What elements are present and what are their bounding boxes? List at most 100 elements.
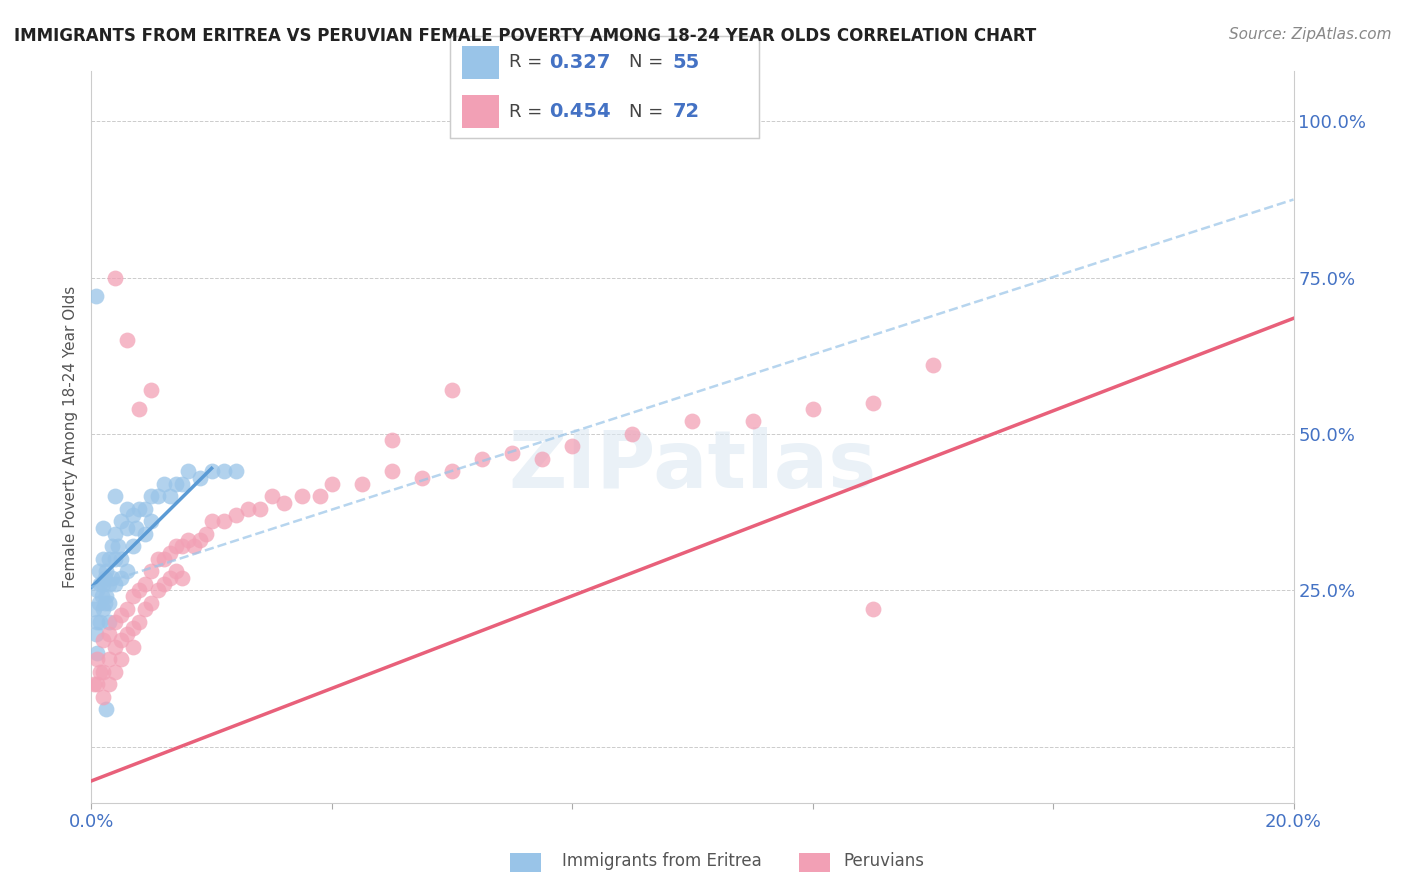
Point xyxy=(86,583,108,598)
Point xyxy=(98,677,121,691)
Point xyxy=(260,490,283,504)
Point xyxy=(86,677,108,691)
Point xyxy=(146,552,169,566)
Point xyxy=(84,289,107,303)
Point xyxy=(96,702,118,716)
Point xyxy=(501,446,523,460)
Point xyxy=(98,652,121,666)
Point xyxy=(201,515,224,529)
Point xyxy=(98,577,121,591)
Point xyxy=(128,502,150,516)
Point xyxy=(440,383,463,397)
Point xyxy=(170,540,193,554)
Text: N =: N = xyxy=(630,54,669,71)
Point xyxy=(531,452,554,467)
Point xyxy=(141,383,163,397)
Point xyxy=(101,540,124,554)
Text: Source: ZipAtlas.com: Source: ZipAtlas.com xyxy=(1229,27,1392,42)
Point xyxy=(122,621,145,635)
Point xyxy=(98,596,121,610)
Point xyxy=(104,665,127,679)
Point xyxy=(93,552,115,566)
Point xyxy=(165,565,187,579)
Point xyxy=(117,502,139,516)
Point xyxy=(134,602,156,616)
Point xyxy=(146,490,169,504)
Point xyxy=(98,615,121,629)
Text: Peruvians: Peruvians xyxy=(844,852,925,870)
Point xyxy=(93,633,115,648)
Point xyxy=(93,577,115,591)
Point xyxy=(141,596,163,610)
Point xyxy=(134,502,156,516)
Point xyxy=(621,426,644,441)
Point xyxy=(87,565,110,579)
Point xyxy=(89,577,111,591)
Point xyxy=(212,465,235,479)
Bar xyxy=(463,45,499,78)
Point xyxy=(801,401,824,416)
Point xyxy=(141,565,163,579)
Text: ZIPatlas: ZIPatlas xyxy=(509,427,876,506)
Point xyxy=(183,540,205,554)
Point xyxy=(212,515,235,529)
Point xyxy=(128,401,150,416)
Point xyxy=(86,646,108,660)
Point xyxy=(321,477,343,491)
Point xyxy=(152,477,174,491)
Text: N =: N = xyxy=(630,103,669,120)
Text: 0.327: 0.327 xyxy=(548,53,610,72)
Point xyxy=(104,490,127,504)
Point xyxy=(107,540,129,554)
Point xyxy=(134,527,156,541)
Point xyxy=(381,434,404,448)
Point xyxy=(176,465,198,479)
Point xyxy=(922,358,945,372)
Text: R =: R = xyxy=(509,103,548,120)
Point xyxy=(225,465,247,479)
Point xyxy=(381,465,404,479)
Text: 0.454: 0.454 xyxy=(548,102,610,121)
Point xyxy=(83,677,105,691)
Bar xyxy=(463,95,499,128)
Point xyxy=(93,602,115,616)
Point xyxy=(117,602,139,616)
Point xyxy=(104,615,127,629)
Point xyxy=(350,477,373,491)
Point xyxy=(98,552,121,566)
Point xyxy=(91,590,114,604)
Point xyxy=(236,502,259,516)
Point xyxy=(93,571,115,585)
Point xyxy=(110,515,132,529)
Point xyxy=(84,627,107,641)
Point xyxy=(411,471,433,485)
Point xyxy=(110,652,132,666)
Point xyxy=(86,615,108,629)
Point xyxy=(170,571,193,585)
Point xyxy=(152,577,174,591)
Point xyxy=(561,440,583,454)
Text: R =: R = xyxy=(509,54,548,71)
Point xyxy=(440,465,463,479)
Point xyxy=(87,596,110,610)
Point xyxy=(165,477,187,491)
Point xyxy=(225,508,247,523)
Point xyxy=(141,515,163,529)
Point xyxy=(134,577,156,591)
Point xyxy=(93,521,115,535)
Point xyxy=(128,583,150,598)
Point xyxy=(152,552,174,566)
Point xyxy=(110,552,132,566)
Point xyxy=(110,571,132,585)
Point xyxy=(83,602,105,616)
Point xyxy=(188,533,211,548)
Point xyxy=(128,615,150,629)
Text: 55: 55 xyxy=(672,53,700,72)
Point xyxy=(165,540,187,554)
Point xyxy=(249,502,271,516)
Point xyxy=(862,395,884,409)
Point xyxy=(176,533,198,548)
Point xyxy=(117,521,139,535)
Point xyxy=(125,521,148,535)
Point xyxy=(96,565,118,579)
